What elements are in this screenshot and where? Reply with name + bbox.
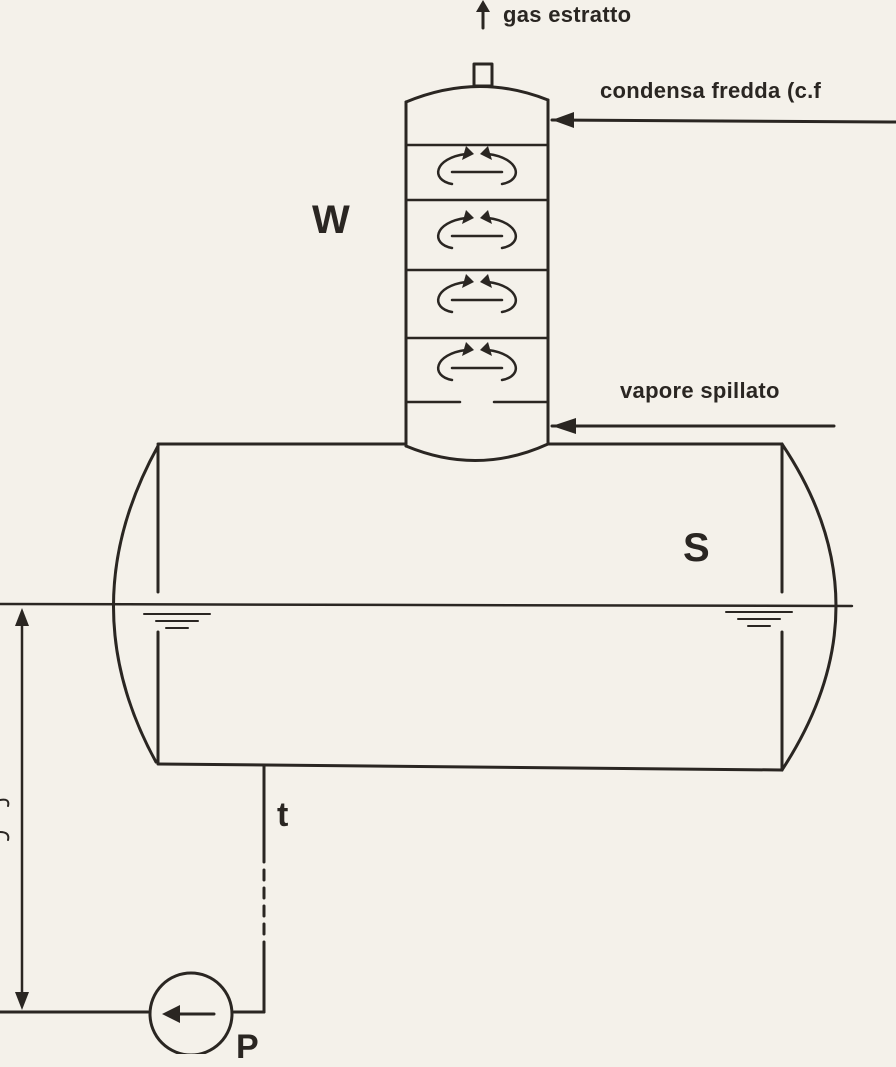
gas-outlet-arrow	[476, 0, 490, 30]
pipe-label-t: t	[277, 796, 289, 834]
head-dimension	[0, 608, 29, 1010]
water-level-line	[0, 602, 854, 608]
bled-steam-inlet	[550, 418, 836, 434]
pump-symbol	[148, 971, 234, 1054]
stage-arrows-4	[437, 342, 517, 382]
cold-condensate-label: condensa fredda (c.f	[600, 78, 822, 103]
stage-arrows-3	[437, 274, 517, 314]
column-trays	[404, 143, 550, 404]
level-symbol-left	[143, 613, 211, 629]
tank-label-s: S	[683, 526, 710, 570]
column-label-w: W	[312, 198, 350, 242]
degassing-column	[404, 62, 550, 462]
column-top-head	[404, 85, 550, 104]
cold-condensate-inlet	[550, 112, 896, 128]
tank-bottom	[156, 762, 784, 772]
pump-label-p: P	[236, 1028, 259, 1066]
stage-arrows-1	[437, 146, 517, 186]
vent-nozzle	[472, 62, 494, 88]
tray-flow-arrows	[437, 146, 517, 382]
gas-outlet-label: gas estratto	[503, 2, 632, 27]
bled-steam-label: vapore spillato	[620, 378, 780, 403]
stage-arrows-2	[437, 210, 517, 250]
column-bottom-head	[404, 442, 550, 462]
suction-pipe	[0, 764, 266, 1014]
level-symbol-right	[725, 611, 793, 627]
storage-tank	[112, 442, 838, 772]
